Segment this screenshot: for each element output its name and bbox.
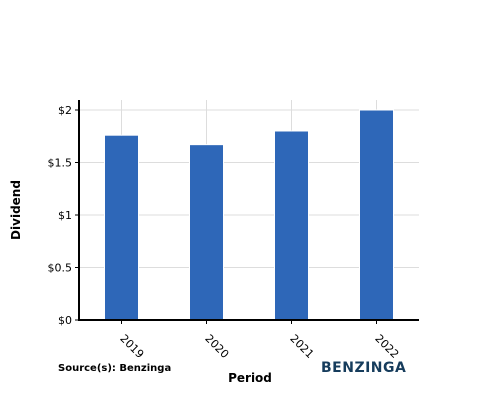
x-tick-label: 2019 (117, 332, 146, 361)
bar-2020 (189, 144, 224, 321)
bar-2019 (104, 134, 139, 321)
y-tick-label: $1.5 (48, 157, 73, 170)
y-tick-labels: $0 $0.5 $1 $1.5 $2 (48, 104, 73, 327)
x-tick-label: 2022 (372, 332, 401, 361)
x-tick-label: 2020 (202, 332, 231, 361)
axes (75, 100, 419, 324)
x-axis-title: Period (228, 371, 272, 385)
y-tick-label: $1 (58, 209, 72, 222)
y-axis-title: Dividend (9, 180, 23, 240)
y-tick-label: $0 (58, 314, 72, 327)
y-tick-label: $0.5 (48, 262, 73, 275)
benzinga-logo: BENZINGA (321, 360, 407, 376)
bar-2022 (359, 109, 394, 321)
bar-2021 (274, 130, 309, 321)
y-tick-label: $2 (58, 104, 72, 117)
source-note: Source(s): Benzinga (58, 363, 172, 374)
bars (104, 109, 394, 321)
x-tick-label: 2021 (287, 332, 316, 361)
x-tick-labels: 2019 2020 2021 2022 (117, 332, 401, 361)
